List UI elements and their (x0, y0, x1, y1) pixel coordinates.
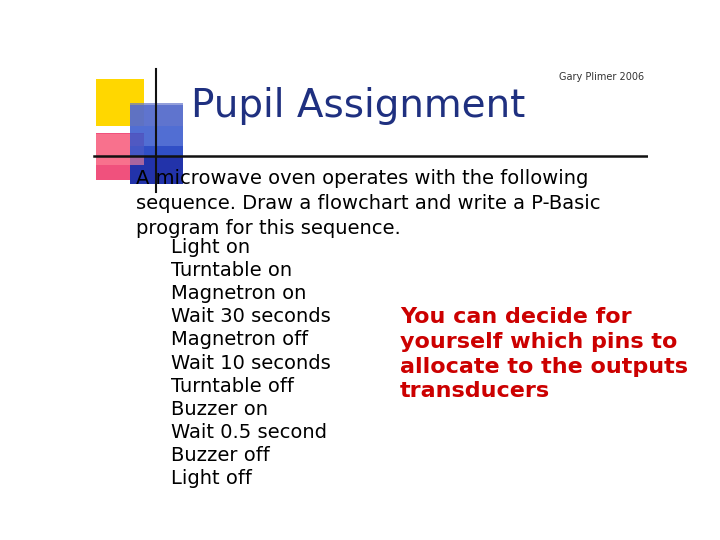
Text: Light on: Light on (171, 238, 251, 257)
Bar (130, 146, 183, 184)
Text: Pupil Assignment: Pupil Assignment (191, 86, 525, 125)
Text: Turntable off: Turntable off (171, 377, 294, 396)
Text: yourself which pins to: yourself which pins to (400, 332, 678, 352)
Text: transducers: transducers (400, 381, 550, 401)
Text: Buzzer off: Buzzer off (171, 446, 270, 465)
Text: Wait 10 seconds: Wait 10 seconds (171, 354, 331, 373)
Text: Magnetron off: Magnetron off (171, 330, 308, 349)
Text: Wait 0.5 second: Wait 0.5 second (171, 423, 328, 442)
Text: Gary Plimer 2006: Gary Plimer 2006 (559, 72, 644, 83)
Bar (96, 79, 144, 126)
Bar (96, 132, 144, 180)
Bar (130, 103, 183, 126)
Text: Turntable on: Turntable on (171, 261, 292, 280)
Text: A microwave oven operates with the following
sequence. Draw a flowchart and writ: A microwave oven operates with the follo… (137, 168, 601, 238)
Text: Light off: Light off (171, 469, 252, 488)
Text: Buzzer on: Buzzer on (171, 400, 269, 419)
Text: allocate to the outputs: allocate to the outputs (400, 356, 688, 376)
Text: Magnetron on: Magnetron on (171, 284, 307, 303)
Text: You can decide for: You can decide for (400, 307, 631, 327)
Text: Wait 30 seconds: Wait 30 seconds (171, 307, 331, 326)
Bar (96, 134, 144, 165)
Bar (130, 105, 183, 157)
